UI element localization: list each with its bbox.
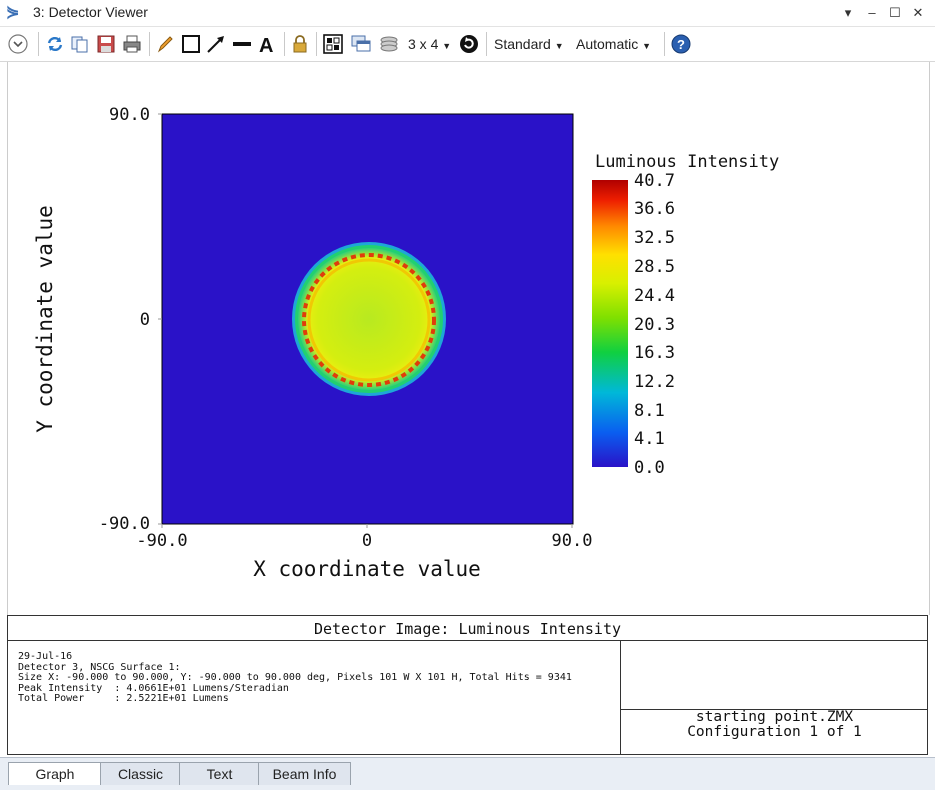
- tab-graph[interactable]: Graph: [8, 762, 102, 785]
- x-tick-left: -90.0: [136, 531, 187, 551]
- x-axis-label: X coordinate value: [253, 557, 481, 581]
- rectangle-icon[interactable]: [180, 33, 202, 55]
- layers-icon[interactable]: [378, 33, 400, 55]
- plot-area: 90.0 0 -90.0 -90.0 0 90.0 X coordinate v…: [7, 62, 930, 615]
- colorbar: [592, 180, 628, 467]
- y-tick-top: 90.0: [109, 105, 150, 125]
- info-line-size: Size X: -90.000 to 90.000, Y: -90.000 to…: [18, 672, 572, 683]
- spot-hot-ring: [302, 253, 436, 387]
- colorbar-title: Luminous Intensity: [595, 152, 779, 172]
- save-icon[interactable]: [95, 33, 117, 55]
- info-text: 29-Jul-16 Detector 3, NSCG Surface 1: Size…: [18, 651, 572, 705]
- colorbar-tick: 40.7: [634, 171, 675, 191]
- spot-core: [298, 248, 440, 390]
- spot-warm-ring: [307, 258, 431, 382]
- line-icon[interactable]: [231, 33, 253, 55]
- colorbar-tick: 24.4: [634, 286, 675, 306]
- minimize-button[interactable]: –: [868, 5, 876, 20]
- close-button[interactable]: ✕: [912, 5, 924, 20]
- info-file-cell: starting point.ZMX Configuration 1 of 1: [620, 710, 928, 754]
- colorbar-tick: 8.1: [634, 401, 665, 421]
- layout-label: 3 x 4: [408, 36, 439, 52]
- colorbar-tick: 0.0: [634, 458, 665, 478]
- tab-beam-info[interactable]: Beam Info: [258, 762, 351, 785]
- arrow-icon[interactable]: [205, 33, 227, 55]
- standard-dropdown[interactable]: Standard ▼: [494, 33, 564, 55]
- tab-text[interactable]: Text: [179, 762, 260, 785]
- chevron-down-icon: ▼: [442, 41, 452, 51]
- info-panel: Detector Image: Luminous Intensity 29-Ju…: [7, 615, 928, 755]
- automatic-label: Automatic: [576, 36, 639, 52]
- title-bar: ⋟ 3: Detector Viewer ▾ – ☐ ✕: [0, 0, 935, 27]
- detector-plot: 90.0 0 -90.0 -90.0 0 90.0 X coordinate v…: [33, 105, 779, 581]
- info-right-empty-cell: [620, 640, 928, 710]
- help-icon[interactable]: ?: [670, 33, 692, 55]
- x-tick-right: 90.0: [552, 531, 593, 551]
- colorbar-tick: 32.5: [634, 228, 675, 248]
- colorbar-tick: 12.2: [634, 372, 675, 392]
- app-icon: ⋟: [6, 4, 20, 21]
- x-tick-mid: 0: [362, 531, 372, 551]
- info-title: Detector Image: Luminous Intensity: [8, 616, 927, 641]
- colorbar-tick: 4.1: [634, 429, 665, 449]
- info-line-detector: Detector 3, NSCG Surface 1:: [18, 661, 181, 673]
- colorbar-tick: 28.5: [634, 257, 675, 277]
- window-title: 3: Detector Viewer: [33, 4, 148, 20]
- print-icon[interactable]: [121, 33, 143, 55]
- rotate-icon[interactable]: [458, 33, 480, 55]
- text-icon[interactable]: A: [257, 33, 279, 57]
- copy-icon[interactable]: [69, 33, 91, 55]
- y-tick-bottom: -90.0: [99, 514, 150, 534]
- info-line-peak: Peak Intensity : 4.0661E+01 Lumens/Stera…: [18, 682, 289, 694]
- svg-text:A: A: [259, 35, 273, 55]
- maximize-button[interactable]: ☐: [889, 5, 901, 20]
- window-menu-button[interactable]: ▾: [844, 5, 852, 20]
- chevron-down-icon: ▼: [642, 41, 652, 51]
- refresh-icon[interactable]: [44, 33, 66, 55]
- colorbar-tick: 36.6: [634, 199, 675, 219]
- lock-icon[interactable]: [289, 33, 311, 55]
- grid-icon[interactable]: [322, 33, 344, 55]
- y-axis-label: Y coordinate value: [33, 205, 57, 433]
- toolbar: A 3 x 4 ▼ Standard ▼ Automatic ▼ ?: [0, 27, 935, 62]
- layout-dropdown[interactable]: 3 x 4 ▼: [408, 33, 451, 55]
- colorbar-tick: 20.3: [634, 315, 675, 335]
- tab-bar: Graph Classic Text Beam Info: [0, 757, 935, 790]
- info-line-power: Total Power : 2.5221E+01 Lumens: [18, 693, 229, 704]
- chevron-down-icon: ▼: [554, 41, 564, 51]
- standard-label: Standard: [494, 36, 551, 52]
- colorbar-tick: 16.3: [634, 343, 675, 363]
- automatic-dropdown[interactable]: Automatic ▼: [576, 33, 651, 55]
- file-name: starting point.ZMX: [695, 709, 854, 725]
- y-tick-mid: 0: [140, 310, 150, 330]
- info-line-date: 29-Jul-16: [18, 651, 73, 662]
- windows-icon[interactable]: [350, 33, 372, 55]
- settings-dropdown-icon[interactable]: [7, 33, 29, 55]
- svg-text:?: ?: [677, 37, 685, 52]
- pencil-icon[interactable]: [154, 33, 176, 55]
- configuration-text: Configuration 1 of 1: [687, 724, 862, 740]
- tab-classic[interactable]: Classic: [100, 762, 181, 785]
